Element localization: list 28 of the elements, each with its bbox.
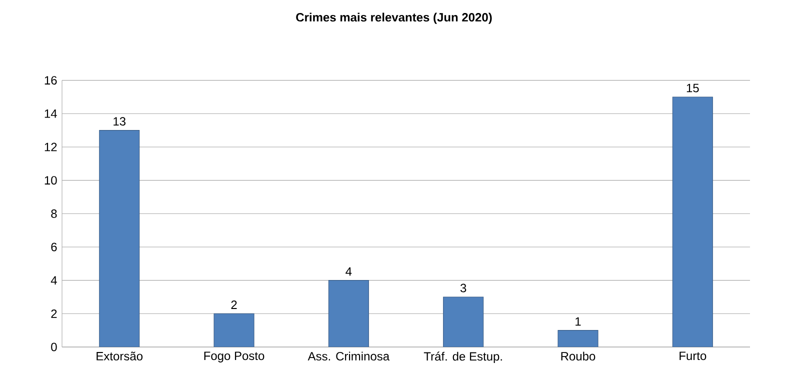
- y-tick-label: 2: [51, 309, 57, 318]
- x-tick-label: Furto: [680, 352, 706, 360]
- y-tick-label: 16: [44, 76, 57, 85]
- data-label: 3: [460, 284, 466, 292]
- bar: [328, 280, 369, 347]
- y-tick-label: 12: [44, 142, 57, 152]
- data-label: 4: [346, 267, 352, 276]
- bar: [672, 96, 713, 347]
- data-label: 1: [576, 317, 581, 326]
- y-tick-label: 8: [51, 209, 57, 218]
- bar: [214, 313, 254, 347]
- x-tick-label: Tráf. de Estup.: [424, 352, 502, 364]
- data-label: 13: [114, 117, 126, 126]
- bar: [99, 130, 140, 347]
- y-tick-label: 14: [44, 110, 57, 118]
- x-tick-label: Extorsão: [96, 352, 143, 360]
- y-tick-label: 4: [50, 276, 57, 284]
- data-label: 2: [231, 300, 237, 309]
- bar: [443, 296, 484, 347]
- y-tick-label: 10: [44, 176, 57, 185]
- chart-title: Crimes mais relevantes (Jun 2020): [296, 12, 492, 24]
- y-tick-label: 6: [51, 242, 57, 252]
- x-tick-label: Roubo: [561, 352, 596, 361]
- x-tick-label: Ass. Criminosa: [308, 352, 390, 361]
- bar: [558, 330, 598, 347]
- x-tick-label: Fogo Posto: [204, 352, 264, 362]
- data-label: 15: [686, 84, 699, 92]
- y-tick-label: 0: [51, 342, 57, 352]
